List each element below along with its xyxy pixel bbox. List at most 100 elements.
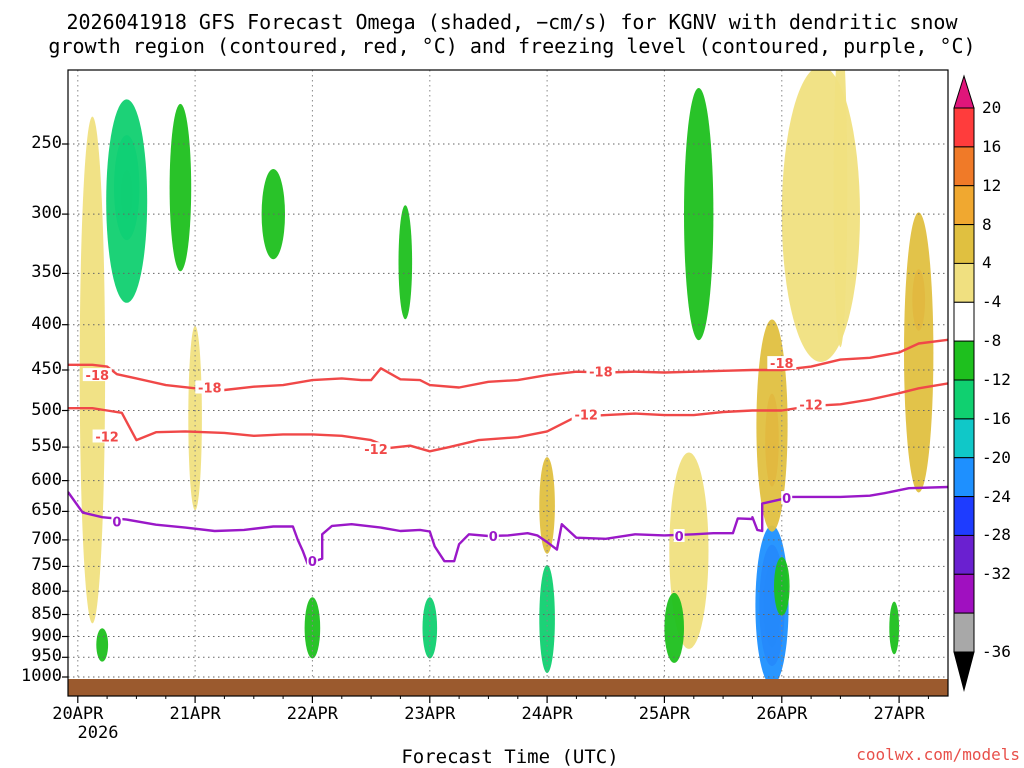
plot-frame <box>67 69 949 697</box>
colorbar-label-8: 8 <box>982 214 992 234</box>
colorbar-label--32: -32 <box>982 564 1011 584</box>
colorbar-label--24: -24 <box>982 486 1011 506</box>
colorbar-box-7 <box>953 379 975 420</box>
ytick-label-650: 650 <box>31 500 62 521</box>
ytick-label-950: 950 <box>31 646 62 667</box>
contour-label-bg-6 <box>571 407 601 421</box>
x-axis-year: 2026 <box>77 723 119 743</box>
xtick-label-26APR: 26APR <box>756 704 808 724</box>
colorbar-box-4 <box>953 262 975 303</box>
chart-title-line-2: growth region (contoured, red, °C) and f… <box>48 34 976 58</box>
colorbar-box-13 <box>953 612 975 653</box>
contour-line--18-0 <box>68 338 948 392</box>
colorbar-box-6 <box>953 340 975 381</box>
contour-label-bg-0 <box>82 368 112 382</box>
contour-label-10: 0 <box>489 530 498 545</box>
omega-cell-20 <box>398 205 413 320</box>
contour-label-12: 0 <box>782 492 791 507</box>
colorbar-label--16: -16 <box>982 408 1011 428</box>
contour-line--12-1 <box>68 382 948 453</box>
xtick-label-27APR: 27APR <box>873 704 925 724</box>
contour-label-bg-3 <box>767 356 797 370</box>
ytick-label-600: 600 <box>31 469 62 490</box>
contour-label-bg-11 <box>673 529 685 542</box>
colorbar-label-16: 16 <box>982 136 1002 156</box>
omega-cell-17 <box>188 325 202 511</box>
ytick-label-700: 700 <box>31 528 62 549</box>
colorbar-label-12: 12 <box>982 175 1002 195</box>
contour-label-2: -18 <box>589 366 613 381</box>
omega-cell-7 <box>756 319 788 532</box>
xtick-label-24APR: 24APR <box>521 704 573 724</box>
colorbar-label--8: -8 <box>982 331 1002 351</box>
omega-cell-12 <box>539 565 555 673</box>
xtick-label-25APR: 25APR <box>638 704 690 724</box>
colorbar-label--4: -4 <box>982 292 1002 312</box>
contour-label-bg-5 <box>361 442 391 456</box>
ytick-label-500: 500 <box>31 399 62 420</box>
omega-cell-13 <box>422 597 438 659</box>
contours: -18 -18 -18 -18 -12 -12 -12 -12 0 0 0 0 0 <box>68 338 948 570</box>
contour-label-6: -12 <box>574 408 598 423</box>
ytick-label-350: 350 <box>31 262 62 283</box>
ytick-label-1000: 1000 <box>21 666 62 686</box>
contour-label-bg-8 <box>111 514 123 528</box>
xtick-label-23APR: 23APR <box>404 704 456 724</box>
omega-cell-19 <box>169 103 192 272</box>
omega-shading <box>79 70 934 686</box>
omega-cell-5 <box>106 99 148 303</box>
ytick-label-750: 750 <box>31 555 62 576</box>
omega-cell-25 <box>889 601 900 655</box>
colorbar-box-10 <box>953 496 975 537</box>
omega-cell-14 <box>304 597 321 659</box>
colorbar-label--28: -28 <box>982 525 1011 545</box>
colorbar-label--20: -20 <box>982 447 1011 467</box>
xtick-label-21APR: 21APR <box>169 704 221 724</box>
ytick-label-850: 850 <box>31 603 62 624</box>
contour-label-4: -12 <box>95 431 119 446</box>
colorbar-box-3 <box>953 224 975 265</box>
x-axis-title: Forecast Time (UTC) <box>401 746 619 768</box>
omega-cell-23 <box>664 592 684 663</box>
contour-label-11: 0 <box>675 530 684 545</box>
omega-cell-15 <box>96 628 109 662</box>
ytick-label-800: 800 <box>31 580 62 601</box>
site-credit: coolwx.com/models <box>856 745 1020 764</box>
ytick-label-400: 400 <box>31 313 62 334</box>
xtick-label-20APR: 20APR <box>52 704 104 724</box>
colorbar-box-5 <box>953 301 975 342</box>
ytick-label-450: 450 <box>31 359 62 379</box>
colorbar-box-11 <box>953 534 975 575</box>
ytick-label-300: 300 <box>31 203 62 224</box>
colorbar-box-8 <box>953 418 975 459</box>
contour-label-9: 0 <box>308 555 317 570</box>
contour-label-0: -18 <box>86 369 110 384</box>
contour-label-bg-12 <box>781 491 793 505</box>
colorbar-box-1 <box>953 146 975 187</box>
contour-label-7: -12 <box>799 398 823 413</box>
axis-ticks <box>62 143 929 703</box>
contour-label-bg-9 <box>306 554 318 568</box>
colorbar <box>953 74 975 692</box>
contour-label-8: 0 <box>112 515 121 530</box>
colorbar-label-20: 20 <box>982 98 1002 117</box>
colorbar-label-4: 4 <box>982 253 992 273</box>
colorbar-box-12 <box>953 573 975 614</box>
ytick-label-900: 900 <box>31 625 62 646</box>
terrain-ground <box>68 679 948 696</box>
ytick-label-550: 550 <box>31 436 62 457</box>
omega-cell-9 <box>904 212 934 493</box>
colorbar-box-9 <box>953 457 975 498</box>
grid-lines <box>68 70 948 696</box>
contour-label-bg-7 <box>796 397 826 411</box>
contour-label-bg-10 <box>487 529 499 542</box>
colorbar-box-0 <box>953 107 975 148</box>
contour-label-bg-2 <box>586 364 616 378</box>
ytick-label-250: 250 <box>31 133 62 153</box>
colorbar-bottom-triangle <box>953 651 975 692</box>
colorbar-box-2 <box>953 185 975 226</box>
omega-cell-26 <box>833 70 848 348</box>
chart-title-line-1: 2026041918 GFS Forecast Omega (shaded, −… <box>66 10 958 34</box>
contour-label-1: -18 <box>198 382 222 397</box>
